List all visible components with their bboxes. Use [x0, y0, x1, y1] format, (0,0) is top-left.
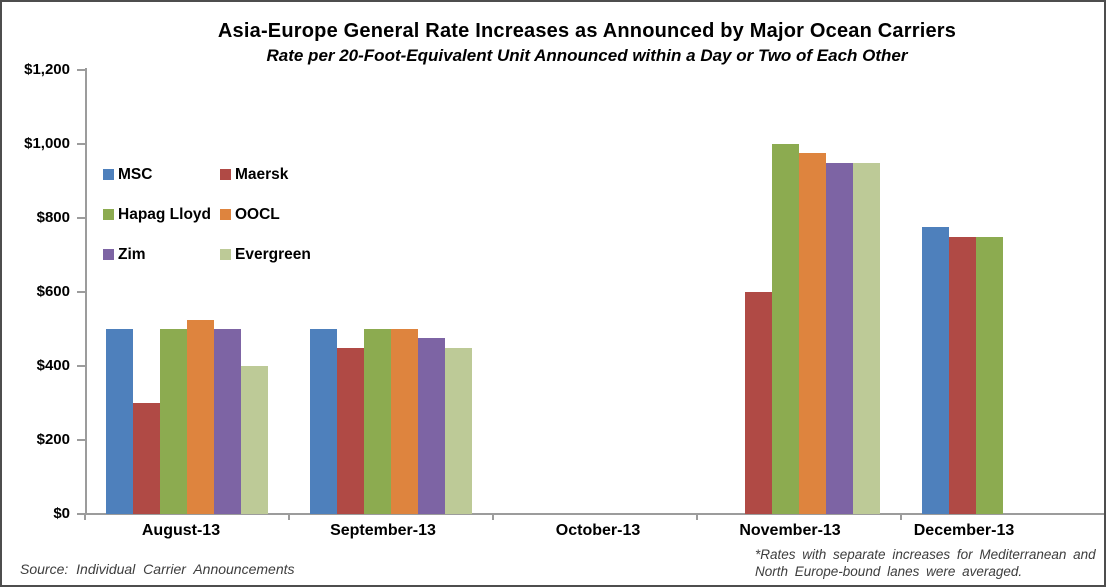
bar-maersk-December-13 [949, 236, 976, 514]
legend-label: MSC [118, 165, 153, 183]
x-axis-tick [84, 514, 86, 520]
bar-evergreen-September-13 [445, 347, 472, 514]
legend-item-maersk: Maersk [220, 164, 311, 185]
category-label: August-13 [141, 522, 221, 539]
bar-zim-August-13 [214, 329, 241, 514]
y-axis-tick-label: $400 [36, 357, 70, 374]
x-axis-tick [492, 514, 494, 520]
y-axis-tick-label: $800 [36, 209, 70, 226]
legend-label: Maersk [235, 165, 289, 183]
legend-item-zim: Zim [103, 244, 220, 265]
legend-swatch-icon [103, 169, 114, 180]
legend-swatch-icon [220, 249, 231, 260]
bar-hapag-lloyd-November-13 [772, 144, 799, 514]
x-axis-line [85, 513, 1104, 515]
y-axis-tick-label: $600 [36, 283, 70, 300]
bar-maersk-November-13 [745, 292, 772, 514]
legend-item-oocl: OOCL [220, 204, 311, 225]
bar-zim-November-13 [826, 162, 853, 514]
y-axis-tick [77, 513, 85, 515]
legend-swatch-icon [220, 209, 231, 220]
legend-item-hapag-lloyd: Hapag Lloyd [103, 204, 220, 225]
bar-oocl-August-13 [187, 319, 214, 514]
legend-label: Hapag Lloyd [118, 205, 212, 223]
bar-maersk-August-13 [133, 403, 160, 514]
bar-oocl-November-13 [799, 153, 826, 514]
y-axis-tick [77, 291, 85, 293]
chart-title: Asia-Europe General Rate Increases as An… [217, 20, 957, 42]
legend-swatch-icon [220, 169, 231, 180]
chart-subtitle: Rate per 20-Foot-Equivalent Unit Announc… [266, 46, 908, 65]
bar-maersk-September-13 [337, 347, 364, 514]
x-axis-tick [696, 514, 698, 520]
y-axis-tick-label: $200 [36, 431, 70, 448]
legend-label: Zim [118, 245, 146, 263]
y-axis-tick [77, 69, 85, 71]
category-label: December-13 [913, 522, 1015, 539]
bar-hapag-lloyd-August-13 [160, 329, 187, 514]
legend-label: OOCL [235, 205, 280, 223]
y-axis-tick [77, 439, 85, 441]
bar-msc-September-13 [310, 329, 337, 514]
bar-hapag-lloyd-September-13 [364, 329, 391, 514]
y-axis-tick [77, 217, 85, 219]
x-axis-tick [900, 514, 902, 520]
legend-swatch-icon [103, 249, 114, 260]
category-label: November-13 [739, 522, 841, 539]
y-axis-tick-label: $0 [53, 505, 70, 522]
y-axis-tick-label: $1,000 [24, 135, 70, 152]
source-note: Source: Individual Carrier Announcements [20, 561, 295, 577]
bar-hapag-lloyd-December-13 [976, 236, 1003, 514]
footnote-line-2: North Europe-bound lanes were averaged. [755, 564, 1023, 579]
legend-label: Evergreen [235, 245, 311, 263]
bar-evergreen-November-13 [853, 162, 880, 514]
y-axis-tick-label: $1,200 [24, 61, 70, 78]
y-axis-tick [77, 143, 85, 145]
legend-swatch-icon [103, 209, 114, 220]
legend: MSC Maersk Hapag Lloyd OOCL Zim Evergreen [103, 164, 311, 265]
bar-evergreen-August-13 [241, 366, 268, 514]
footnote-line-1: *Rates with separate increases for Medit… [755, 547, 1096, 562]
legend-item-msc: MSC [103, 164, 220, 185]
bar-oocl-September-13 [391, 329, 418, 514]
category-label: October-13 [555, 522, 641, 539]
bar-msc-December-13 [922, 227, 949, 514]
category-label: September-13 [330, 522, 436, 539]
legend-item-evergreen: Evergreen [220, 244, 311, 265]
footnote: *Rates with separate increases for Medit… [755, 546, 1096, 580]
y-axis-tick [77, 365, 85, 367]
x-axis-tick [288, 514, 290, 520]
y-axis-line [85, 68, 87, 514]
bar-zim-September-13 [418, 338, 445, 514]
bar-msc-August-13 [106, 329, 133, 514]
